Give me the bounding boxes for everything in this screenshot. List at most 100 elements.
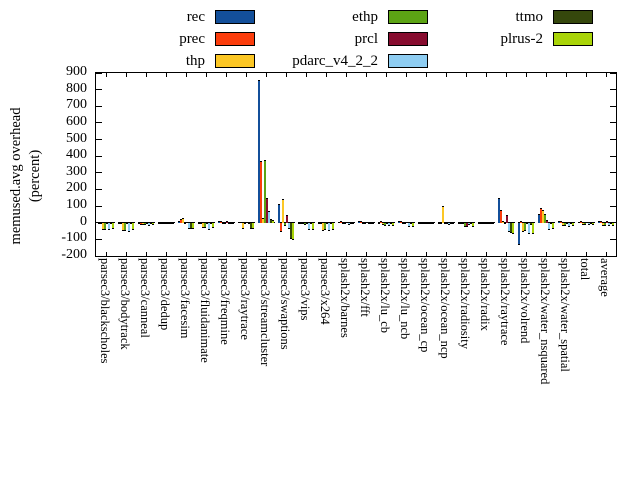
x-tick-label: parsec3/dedup [158,258,172,331]
x-tick-mark [425,252,427,256]
x-tick-mark [245,252,247,256]
bar-rec [278,203,280,223]
x-tick-label: parsec3/canneal [138,258,152,338]
legend-label-prcl: prcl [354,31,378,47]
bar-rec [118,222,120,224]
y-tick-mark [610,238,616,240]
y-tick-mark [96,188,102,190]
x-tick-label: splash2x/water_spatial [558,258,572,372]
x-tick-mark [385,73,387,77]
bar-plrus-2 [332,222,334,231]
bar-ethp [404,222,406,225]
legend-entry-thp: thp [70,50,255,72]
x-tick-label: splash2x/ocean_cp [418,258,432,353]
bar-rec [518,222,520,246]
bar-ttmo [330,222,332,225]
y-tick-label: 800 [66,80,87,96]
bar-prec [400,221,402,223]
y-tick-label: -200 [61,247,87,262]
bar-ethp [504,222,506,225]
bar-plrus-2 [612,222,614,227]
legend-entry-ethp: ethp [240,6,428,28]
x-tick-label: splash2x/fft [358,258,372,317]
y-tick-mark [96,139,102,141]
x-tick-mark [445,252,447,256]
y-tick-label: 600 [66,113,87,129]
x-tick-label: splash2x/water_nsquared [538,258,552,385]
zero-baseline-dash [577,222,595,224]
x-tick-mark [325,73,327,77]
bar-plrus-2 [312,222,314,231]
bar-ethp [364,222,366,225]
bar-ttmo [570,222,572,225]
bar-thp [422,222,424,225]
bar-prcl [386,222,388,224]
y-tick-label: 0 [80,213,87,229]
y-tick-label: 100 [66,197,87,213]
bar-prec [200,222,202,225]
bar-prec [580,221,582,223]
x-tick-label: splash2x/radiosity [458,258,472,349]
x-tick-label: parsec3/bodytrack [118,258,132,350]
bar-prcl [346,221,348,223]
x-tick-mark [205,73,207,77]
x-tick-mark [485,73,487,77]
bar-pdarc_v4_2_2 [348,222,350,225]
x-tick-mark [465,252,467,256]
bar-thp [102,222,104,231]
bar-plrus-2 [292,222,294,241]
bar-thp [442,206,444,223]
x-tick-mark [485,252,487,256]
bar-ttmo [490,222,492,224]
bar-plrus-2 [572,222,574,227]
x-tick-mark [165,252,167,256]
legend-label-pdarc_v4_2_2: pdarc_v4_2_2 [292,53,378,69]
zero-baseline-dash [497,222,515,224]
x-tick-mark [445,73,447,77]
bar-prcl [486,222,488,224]
bar-rec [558,221,560,223]
bar-ttmo [250,222,252,229]
legend-entry-pdarc_v4_2_2: pdarc_v4_2_2 [240,50,428,72]
zero-baseline-dash [597,222,615,224]
legend-label-plrus-2: plrus-2 [500,31,544,47]
bar-ttmo [290,222,292,240]
bar-thp [142,222,144,226]
x-tick-mark [145,252,147,256]
bar-ethp [464,222,466,228]
legend-column: rec prec thp [70,6,255,72]
y-tick-mark [96,255,102,257]
x-tick-mark [265,73,267,77]
bar-plrus-2 [152,222,154,226]
x-tick-mark [285,73,287,77]
y-tick-mark [610,105,616,107]
y-tick-mark [610,172,616,174]
bar-pdarc_v4_2_2 [248,222,250,225]
bar-rec [218,221,220,223]
legend-label-prec: prec [179,31,205,47]
bar-plrus-2 [412,222,414,227]
bar-prec [100,222,102,225]
legend-swatch-thp [215,54,255,68]
bar-ethp [224,222,226,225]
x-tick-mark [605,73,607,77]
x-tick-label: splash2x/ocean_ncp [438,258,452,359]
bar-ethp [324,222,326,231]
bar-thp [462,222,464,225]
bar-prec [280,222,282,232]
bar-prec [500,210,502,223]
zero-baseline-dash [257,222,275,224]
x-tick-mark [545,252,547,256]
bar-thp [562,222,564,227]
bar-plrus-2 [272,220,274,223]
bar-thp [542,210,544,223]
bar-prec [220,220,222,223]
x-tick-mark [565,73,567,77]
bar-ethp [184,222,186,224]
bar-ttmo [590,222,592,224]
x-tick-label: parsec3/blackscholes [98,258,112,364]
bar-thp [522,222,524,232]
x-tick-mark [205,252,207,256]
x-tick-mark [505,73,507,77]
bar-prcl [266,197,268,223]
